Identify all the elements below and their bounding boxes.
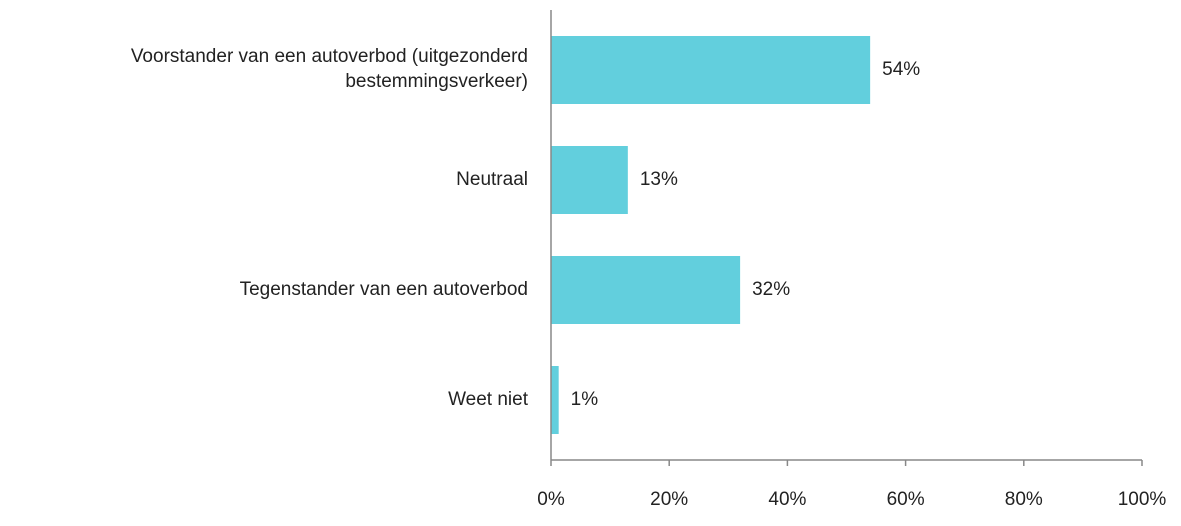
category-label: Weet niet — [448, 388, 528, 410]
value-label: 13% — [640, 169, 678, 190]
value-label: 1% — [571, 389, 599, 410]
x-tick-label: 40% — [768, 489, 806, 510]
category-label: Neutraal — [456, 168, 528, 190]
x-tick-label: 60% — [887, 489, 925, 510]
category-label: Tegenstander van een autoverbod — [239, 278, 528, 300]
x-tick-label: 20% — [650, 489, 688, 510]
bar — [551, 36, 871, 104]
bar — [551, 366, 559, 434]
value-label: 32% — [752, 279, 790, 300]
bar — [551, 146, 628, 214]
value-label: 54% — [882, 59, 920, 80]
x-tick-label: 100% — [1118, 489, 1167, 510]
category-label: Voorstander van een autoverbod (uitgezon… — [130, 46, 528, 92]
x-tick-label: 0% — [537, 489, 565, 510]
x-tick-label: 80% — [1005, 489, 1043, 510]
bar — [551, 256, 741, 324]
